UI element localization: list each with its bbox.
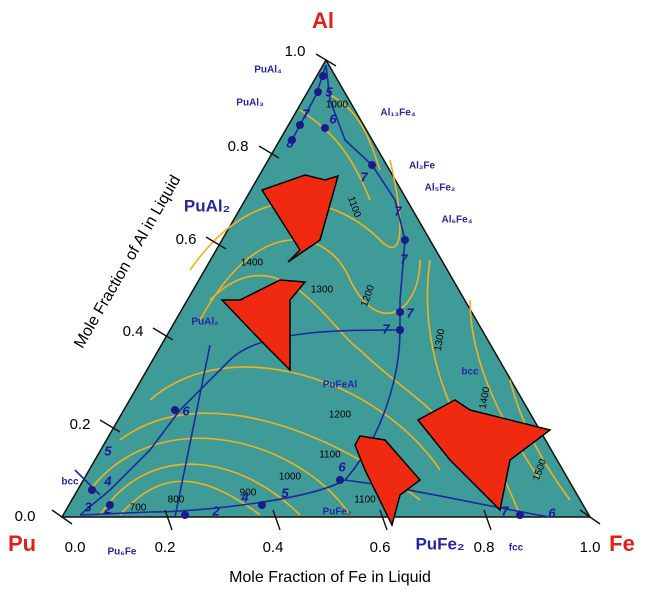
isotherm-label: 1400 (241, 258, 264, 269)
phase-label: PuAl₂ (184, 196, 230, 215)
point-label: 7 (406, 305, 414, 320)
point-label: 6 (338, 459, 346, 474)
point-label: 8 (286, 135, 294, 150)
x-tick-label: 0.6 (370, 539, 391, 556)
isotherm-label: 800 (168, 495, 185, 506)
point-label: 7 (302, 106, 310, 121)
y-tick-label: 0.2 (70, 416, 91, 433)
phase-label: bcc (61, 477, 79, 488)
phase-label: Al₁₃Fe₄ (380, 108, 415, 119)
isotherm-label: 1200 (329, 410, 352, 421)
phase-label: Al₆Fe₄ (442, 215, 473, 226)
point-label: 2 (103, 501, 112, 516)
isotherm-label: 700 (130, 503, 147, 514)
isotherm-label: 1100 (354, 495, 376, 506)
isotherm-label: 1300 (311, 285, 334, 296)
y-tick-label: 0.6 (176, 231, 197, 248)
point-label: 7 (394, 203, 402, 218)
point-label: 7 (501, 503, 509, 518)
point-label: 7 (382, 321, 390, 336)
x-tick-label: 0.0 (65, 539, 86, 556)
point-label: 5 (325, 84, 333, 99)
x-tick-label: 1.0 (580, 539, 601, 556)
y-tick-label: 0.4 (123, 323, 144, 340)
x-tick-label: 0.2 (155, 539, 176, 556)
invariant-points (88, 72, 524, 519)
corner-label: Al (312, 8, 334, 33)
x-axis-title: Mole Fraction of Fe in Liquid (229, 569, 431, 586)
point-label: 5 (104, 443, 112, 458)
phase-label: bcc (461, 367, 479, 378)
point-label: 4 (240, 489, 249, 504)
x-tick-label: 0.4 (263, 539, 284, 556)
point-label: 7 (360, 169, 368, 184)
phase-label: fcc (509, 543, 524, 554)
phase-label: PuAl₄ (254, 65, 282, 76)
phase-label: PuAl₃ (236, 98, 264, 109)
phase-label: Al₅Fe₂ (425, 183, 456, 194)
phase-label: Al₂Fe (409, 161, 436, 172)
point-label: 2 (211, 503, 220, 518)
x-tick-label: 0.8 (474, 539, 495, 556)
isotherm-label: 900 (240, 488, 257, 499)
point-label: 5 (281, 485, 289, 500)
point-label: 6 (548, 505, 556, 520)
phase-label: PuFeAl (323, 380, 358, 391)
isotherm-label: 1000 (326, 100, 349, 111)
phase-label: Pu₆Fe (108, 547, 137, 558)
phase-label: PuFe₂ (323, 507, 352, 518)
point-label: 7 (400, 251, 408, 266)
y-tick-label: 0.0 (15, 508, 36, 525)
point-label: 4 (103, 473, 112, 488)
isotherm-label: 1300 (433, 328, 448, 352)
point-label: 6 (329, 111, 337, 126)
arrows (220, 174, 552, 528)
point-label: 3 (84, 499, 92, 514)
isotherm-label: 1100 (319, 450, 341, 461)
corner-label: Pu (8, 531, 36, 556)
y-tick-label: 1.0 (285, 43, 306, 60)
isotherm-label: 1400 (478, 386, 493, 410)
point-label: 6 (182, 403, 190, 418)
phase-label: PuFe₂ (415, 534, 464, 553)
isotherm-label: 1000 (279, 472, 302, 483)
y-tick-label: 0.8 (228, 138, 249, 155)
tick-marks (51, 53, 601, 531)
corner-label: Fe (609, 531, 635, 556)
phase-label: PuAl₂ (191, 317, 218, 328)
